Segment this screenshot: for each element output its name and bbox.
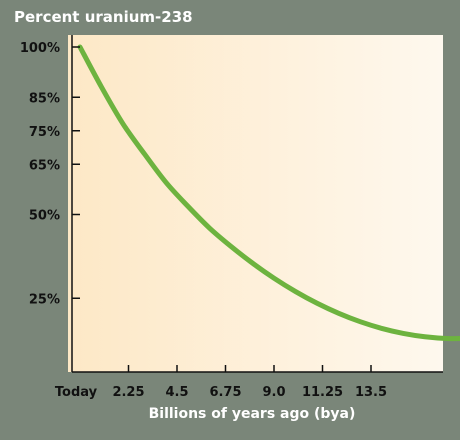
x-tick-label: Today (55, 385, 98, 400)
y-tick-label: 25% (29, 292, 60, 307)
x-tick-label: 11.25 (302, 385, 343, 400)
series-line-uranium-238 (77, 44, 460, 342)
y-tick-label: 65% (29, 158, 60, 173)
x-tick-label: 6.75 (209, 385, 241, 400)
y-tick-label: 50% (29, 209, 60, 224)
x-axis-label: Billions of years ago (bya) (149, 406, 356, 422)
chart-title: Percent uranium-238 (14, 8, 193, 26)
x-tick-label: 4.5 (165, 385, 188, 400)
plot-area (68, 35, 443, 372)
x-tick-label: 13.5 (355, 385, 387, 400)
y-tick-label: 85% (29, 91, 60, 106)
y-tick-label: 100% (20, 41, 60, 56)
x-tick-label: 2.25 (112, 385, 144, 400)
y-tick-label: 75% (29, 125, 60, 140)
x-tick-label: 9.0 (262, 385, 285, 400)
